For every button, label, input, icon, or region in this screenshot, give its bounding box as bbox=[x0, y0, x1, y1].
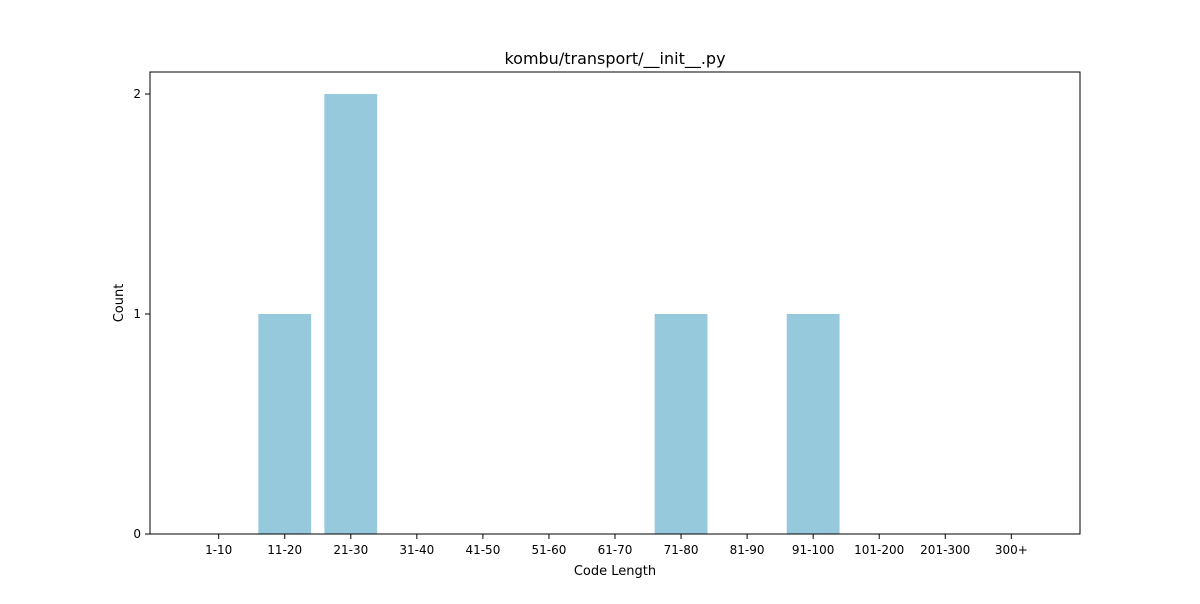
x-tick-label: 61-70 bbox=[598, 543, 633, 557]
bar-11-20 bbox=[258, 314, 312, 534]
x-tick-label: 51-60 bbox=[532, 543, 567, 557]
x-tick-label: 21-30 bbox=[333, 543, 368, 557]
x-tick-label: 91-100 bbox=[792, 543, 835, 557]
x-tick-label: 101-200 bbox=[854, 543, 904, 557]
y-tick-label: 2 bbox=[133, 87, 141, 101]
bar-21-30 bbox=[324, 94, 378, 534]
x-tick-label: 1-10 bbox=[205, 543, 232, 557]
x-tick-label: 81-90 bbox=[730, 543, 765, 557]
x-tick-label: 300+ bbox=[995, 543, 1028, 557]
bars-group bbox=[258, 94, 840, 534]
y-tick-label: 1 bbox=[133, 307, 141, 321]
y-tick-label: 0 bbox=[133, 527, 141, 541]
x-tick-label: 71-80 bbox=[664, 543, 699, 557]
y-ticks-group: 0 1 2 bbox=[133, 87, 150, 541]
x-ticks-group: 1-10 11-20 21-30 31-40 41-50 51-60 61-70 71-80 8… bbox=[205, 534, 1028, 557]
x-tick-label: 201-300 bbox=[920, 543, 970, 557]
bar-71-80 bbox=[654, 314, 708, 534]
x-axis-label: Code Length bbox=[574, 564, 656, 579]
bar-91-100 bbox=[786, 314, 840, 534]
x-tick-label: 31-40 bbox=[399, 543, 434, 557]
chart-title: kombu/transport/__init__.py bbox=[504, 49, 725, 69]
y-axis-label: Count bbox=[112, 284, 127, 323]
x-tick-label: 11-20 bbox=[267, 543, 302, 557]
x-tick-label: 41-50 bbox=[465, 543, 500, 557]
